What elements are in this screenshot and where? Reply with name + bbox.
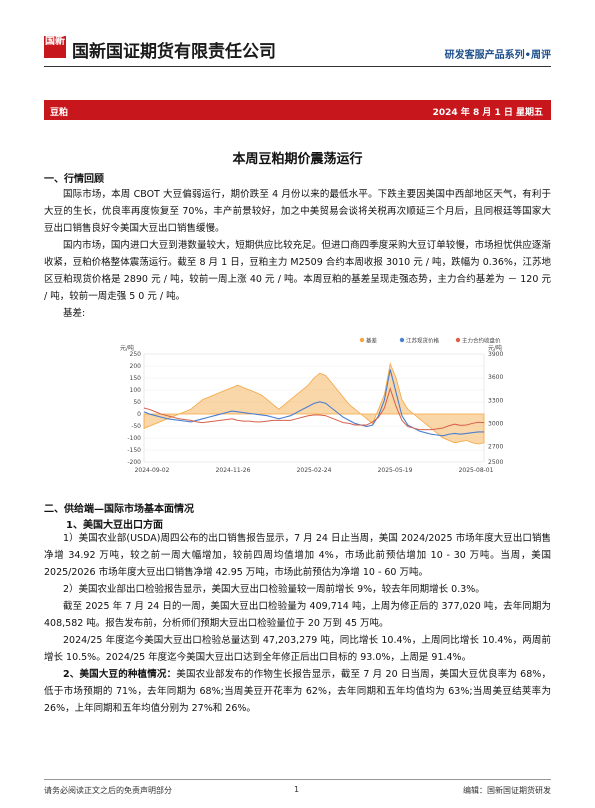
page-number: 1 [294,785,300,794]
paragraph: 国内市场，国内进口大豆到港数量较大，短期供应比较充足。但进口商四季度采购大豆订单… [44,240,551,302]
left-tick-label: 0 [137,411,141,418]
subsection-heading: 2、美国大豆的种植情况： [63,669,177,680]
left-tick-label: 250 [130,351,142,358]
right-axis-unit: 元/吨 [488,344,502,352]
x-tick-label: 2025-08-01 [459,467,494,474]
left-axis-unit: 元/吨 [120,344,134,352]
right-tick-label: 2700 [488,444,503,451]
report-date: 2024 年 8 月 1 日 星期五 [432,108,543,118]
section-heading: 一、行情回顾 [44,174,104,185]
right-tick-label: 3300 [488,397,503,404]
basis-label: 基差: [63,308,86,319]
section-body: 1）美国农业部(USDA)周四公布的出口销售报告显示，7 月 24 日止当周，美… [44,530,551,717]
paragraph: 2024/25 年度迄今美国大豆出口检验总量达到 47,203,279 吨，同比… [44,635,551,663]
paragraph: 截至 2025 年 7 月 24 日的一周，美国大豆出口检验量为 409,714… [44,601,551,629]
section-heading: 二、供给端—国际市场基本面情况 [44,504,194,515]
report-series: 研发客服产品系列•周评 [444,50,551,61]
paragraph: 2、美国大豆的种植情况：美国农业部发布的作物生长报告显示，截至 7 月 20 日… [44,666,551,717]
page-title: 本周豆粕期价震荡运行 [232,152,363,167]
legend-label: 江苏现货价格 [406,337,440,345]
paragraph: 1）美国农业部(USDA)周四公布的出口销售报告显示，7 月 24 日止当周，美… [44,533,551,578]
subsection-heading: 1、美国大豆出口方面 [66,520,163,531]
x-tick-label: 2025-02-24 [297,467,332,474]
info-band: 豆粕 2024 年 8 月 1 日 星期五 [44,100,551,120]
left-tick-label: -200 [127,459,141,466]
footer-divider [44,779,551,780]
spot-price-line [143,369,484,437]
editor-note: 编辑：国新国证期货研发 [463,786,551,795]
company-logo: 国新 [44,36,66,58]
x-tick-label: 2025-05-19 [378,467,413,474]
paragraph-text: 美国农业部发布的作物生长报告显示，截至 7 月 20 日当周，美国大豆优良率为 … [44,669,551,714]
left-tick-label: -150 [127,447,141,454]
right-tick-label: 3600 [488,374,503,381]
x-tick-label: 2024-11-26 [216,467,251,474]
section-body: 国际市场，本周 CBOT 大豆偏弱运行，期价跌至 4 月份以来的最低水平。下跌主… [44,186,551,322]
left-tick-label: 200 [130,363,142,370]
paragraph: 国际市场，本周 CBOT 大豆偏弱运行，期价跌至 4 月份以来的最低水平。下跌主… [44,189,551,234]
left-tick-label: -50 [131,423,141,430]
left-tick-label: -100 [127,435,141,442]
header-divider [44,66,551,67]
basis-chart: 基差 江苏现货价格 主力合约收盘价 元/吨 元/吨 250 200 150 100 50 0 -50-… [118,334,520,482]
company-name: 国新国证期货有限责任公司 [72,42,276,62]
legend-swatch [359,337,365,343]
disclaimer-note: 请务必阅读正文之后的免责声明部分 [44,786,172,795]
legend-swatch [399,337,405,343]
x-tick-label: 2024-09-02 [135,467,170,474]
paragraph: 2）美国农业部出口检验报告显示，美国大豆出口检验量较一周前增长 9%，较去年同期… [63,584,485,595]
product-label: 豆粕 [50,108,69,118]
left-tick-label: 100 [130,387,142,394]
legend-label: 基差 [366,337,378,345]
left-tick-label: 50 [133,399,141,406]
legend-swatch [455,337,461,343]
futures-price-line [143,387,485,431]
left-tick-label: 150 [130,375,142,382]
legend-label: 主力合约收盘价 [462,337,501,345]
right-tick-label: 3900 [488,351,503,358]
right-tick-label: 2500 [488,459,503,466]
right-tick-label: 3000 [488,420,503,427]
